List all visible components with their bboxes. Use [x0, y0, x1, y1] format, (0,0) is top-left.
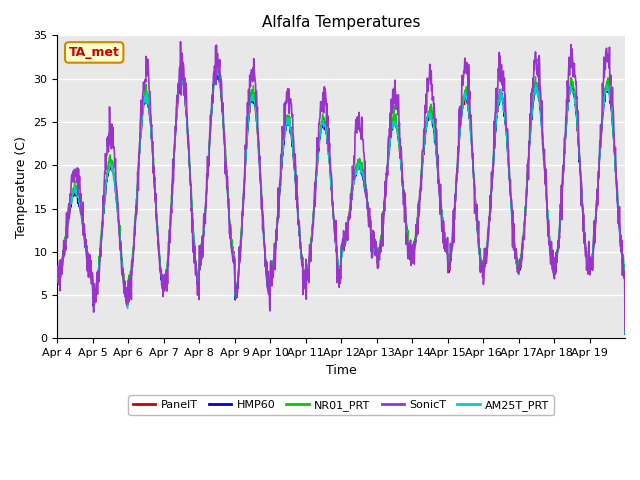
Title: Alfalfa Temperatures: Alfalfa Temperatures	[262, 15, 420, 30]
Y-axis label: Temperature (C): Temperature (C)	[15, 136, 28, 238]
Text: TA_met: TA_met	[68, 46, 120, 59]
X-axis label: Time: Time	[326, 364, 356, 377]
Legend: PanelT, HMP60, NR01_PRT, SonicT, AM25T_PRT: PanelT, HMP60, NR01_PRT, SonicT, AM25T_P…	[129, 396, 554, 415]
